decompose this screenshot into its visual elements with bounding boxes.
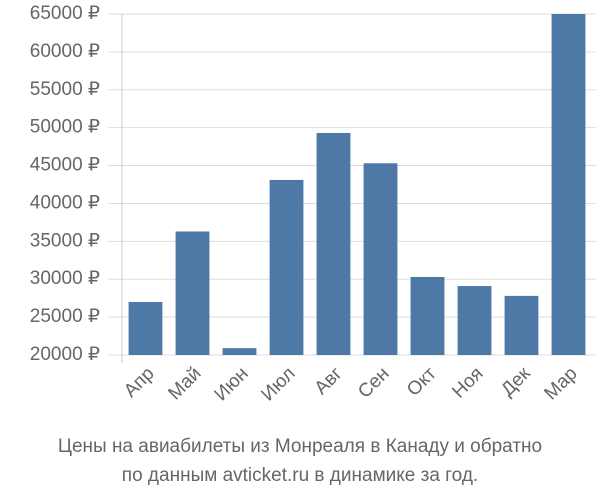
chart-title: по данным avticket.ru в динамике за год. [122,465,478,486]
x-tick-label: Ноя [448,363,487,402]
x-tick-label: Июн [211,363,253,405]
y-tick-label: 40000 ₽ [30,192,100,213]
y-tick-label: 60000 ₽ [30,41,100,62]
y-tick-label: 45000 ₽ [30,155,100,176]
bar [128,301,163,355]
chart-title: Цены на авиабилеты из Монреаля в Канаду … [58,436,542,457]
x-tick-label: Дек [497,363,535,401]
bar [175,231,210,355]
x-tick-label: Мар [540,363,581,404]
bar [457,286,492,355]
bar [363,163,398,355]
x-tick-label: Июл [257,363,299,405]
bar [222,348,257,355]
bar [316,132,351,355]
y-tick-label: 55000 ₽ [30,79,100,100]
x-tick-label: Окт [403,363,441,401]
x-tick-label: Сен [354,363,393,402]
x-tick-label: Апр [120,363,159,402]
y-tick-label: 20000 ₽ [30,344,100,365]
bar [504,295,539,355]
y-tick-label: 50000 ₽ [30,117,100,138]
y-tick-label: 30000 ₽ [30,268,100,289]
bar [410,276,445,355]
x-tick-label: Авг [311,363,347,399]
y-tick-label: 25000 ₽ [30,306,100,327]
bar [551,14,586,355]
y-tick-label: 35000 ₽ [30,230,100,251]
y-tick-label: 65000 ₽ [30,3,100,24]
bar [269,179,304,355]
x-tick-label: Май [164,363,205,404]
